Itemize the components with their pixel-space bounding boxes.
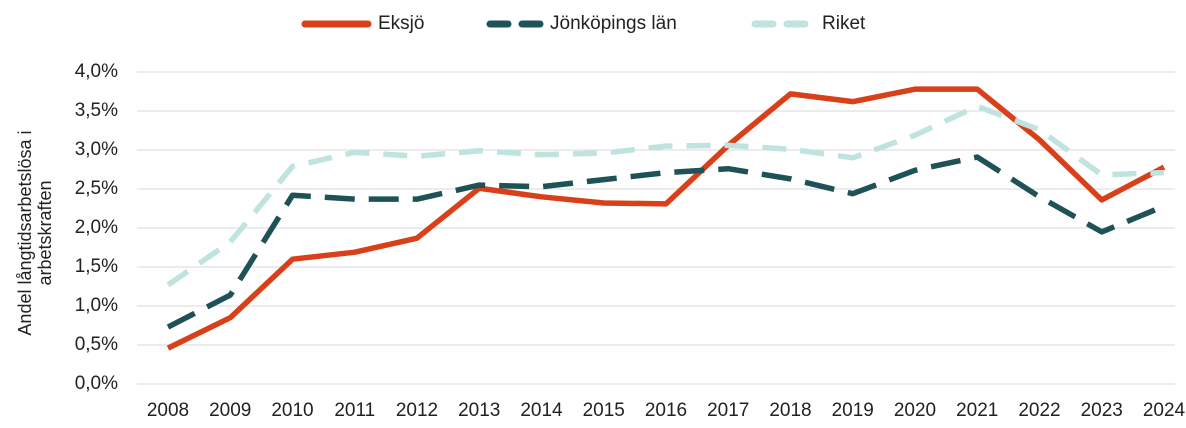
series-line bbox=[166, 103, 1165, 288]
legend-label: Riket bbox=[822, 13, 866, 34]
x-tick-label: 2011 bbox=[334, 400, 375, 421]
x-tick-label: 2019 bbox=[832, 400, 874, 421]
x-tick-label: 2017 bbox=[707, 400, 749, 421]
series-line bbox=[166, 154, 1166, 330]
y-tick-label: 0,5% bbox=[75, 334, 118, 355]
x-tick-label: 2018 bbox=[769, 400, 811, 421]
y-tick-label: 3,0% bbox=[75, 139, 118, 160]
x-tick-label: 2008 bbox=[147, 400, 189, 421]
x-tick-label: 2014 bbox=[520, 400, 563, 421]
x-tick-label: 2022 bbox=[1018, 400, 1060, 421]
legend-label: Eksjö bbox=[378, 13, 424, 34]
x-tick-label: 2013 bbox=[458, 400, 500, 421]
y-tick-label: 1,5% bbox=[75, 256, 118, 277]
x-tick-label: 2016 bbox=[645, 400, 687, 421]
y-tick-label: 4,0% bbox=[75, 61, 118, 82]
x-tick-label: 2024 bbox=[1143, 400, 1186, 421]
x-tick-label: 2015 bbox=[583, 400, 625, 421]
x-tick-label: 2021 bbox=[956, 400, 998, 421]
legend-label: Jönköpings län bbox=[550, 13, 677, 34]
x-tick-label: 2010 bbox=[271, 400, 313, 421]
x-tick-label: 2009 bbox=[209, 400, 251, 421]
y-tick-label: 1,0% bbox=[75, 295, 118, 316]
y-tick-label: 0,0% bbox=[75, 373, 118, 394]
x-tick-label: 2023 bbox=[1081, 400, 1123, 421]
x-tick-label: 2012 bbox=[396, 400, 438, 421]
y-tick-label: 2,5% bbox=[75, 178, 118, 199]
series-line bbox=[166, 86, 1166, 351]
x-tick-label: 2020 bbox=[894, 400, 936, 421]
y-axis-label: Andel långtidsarbetslösa i arbetskraften bbox=[15, 130, 55, 336]
y-tick-label: 2,0% bbox=[75, 217, 118, 238]
y-tick-label: 3,5% bbox=[75, 100, 118, 121]
